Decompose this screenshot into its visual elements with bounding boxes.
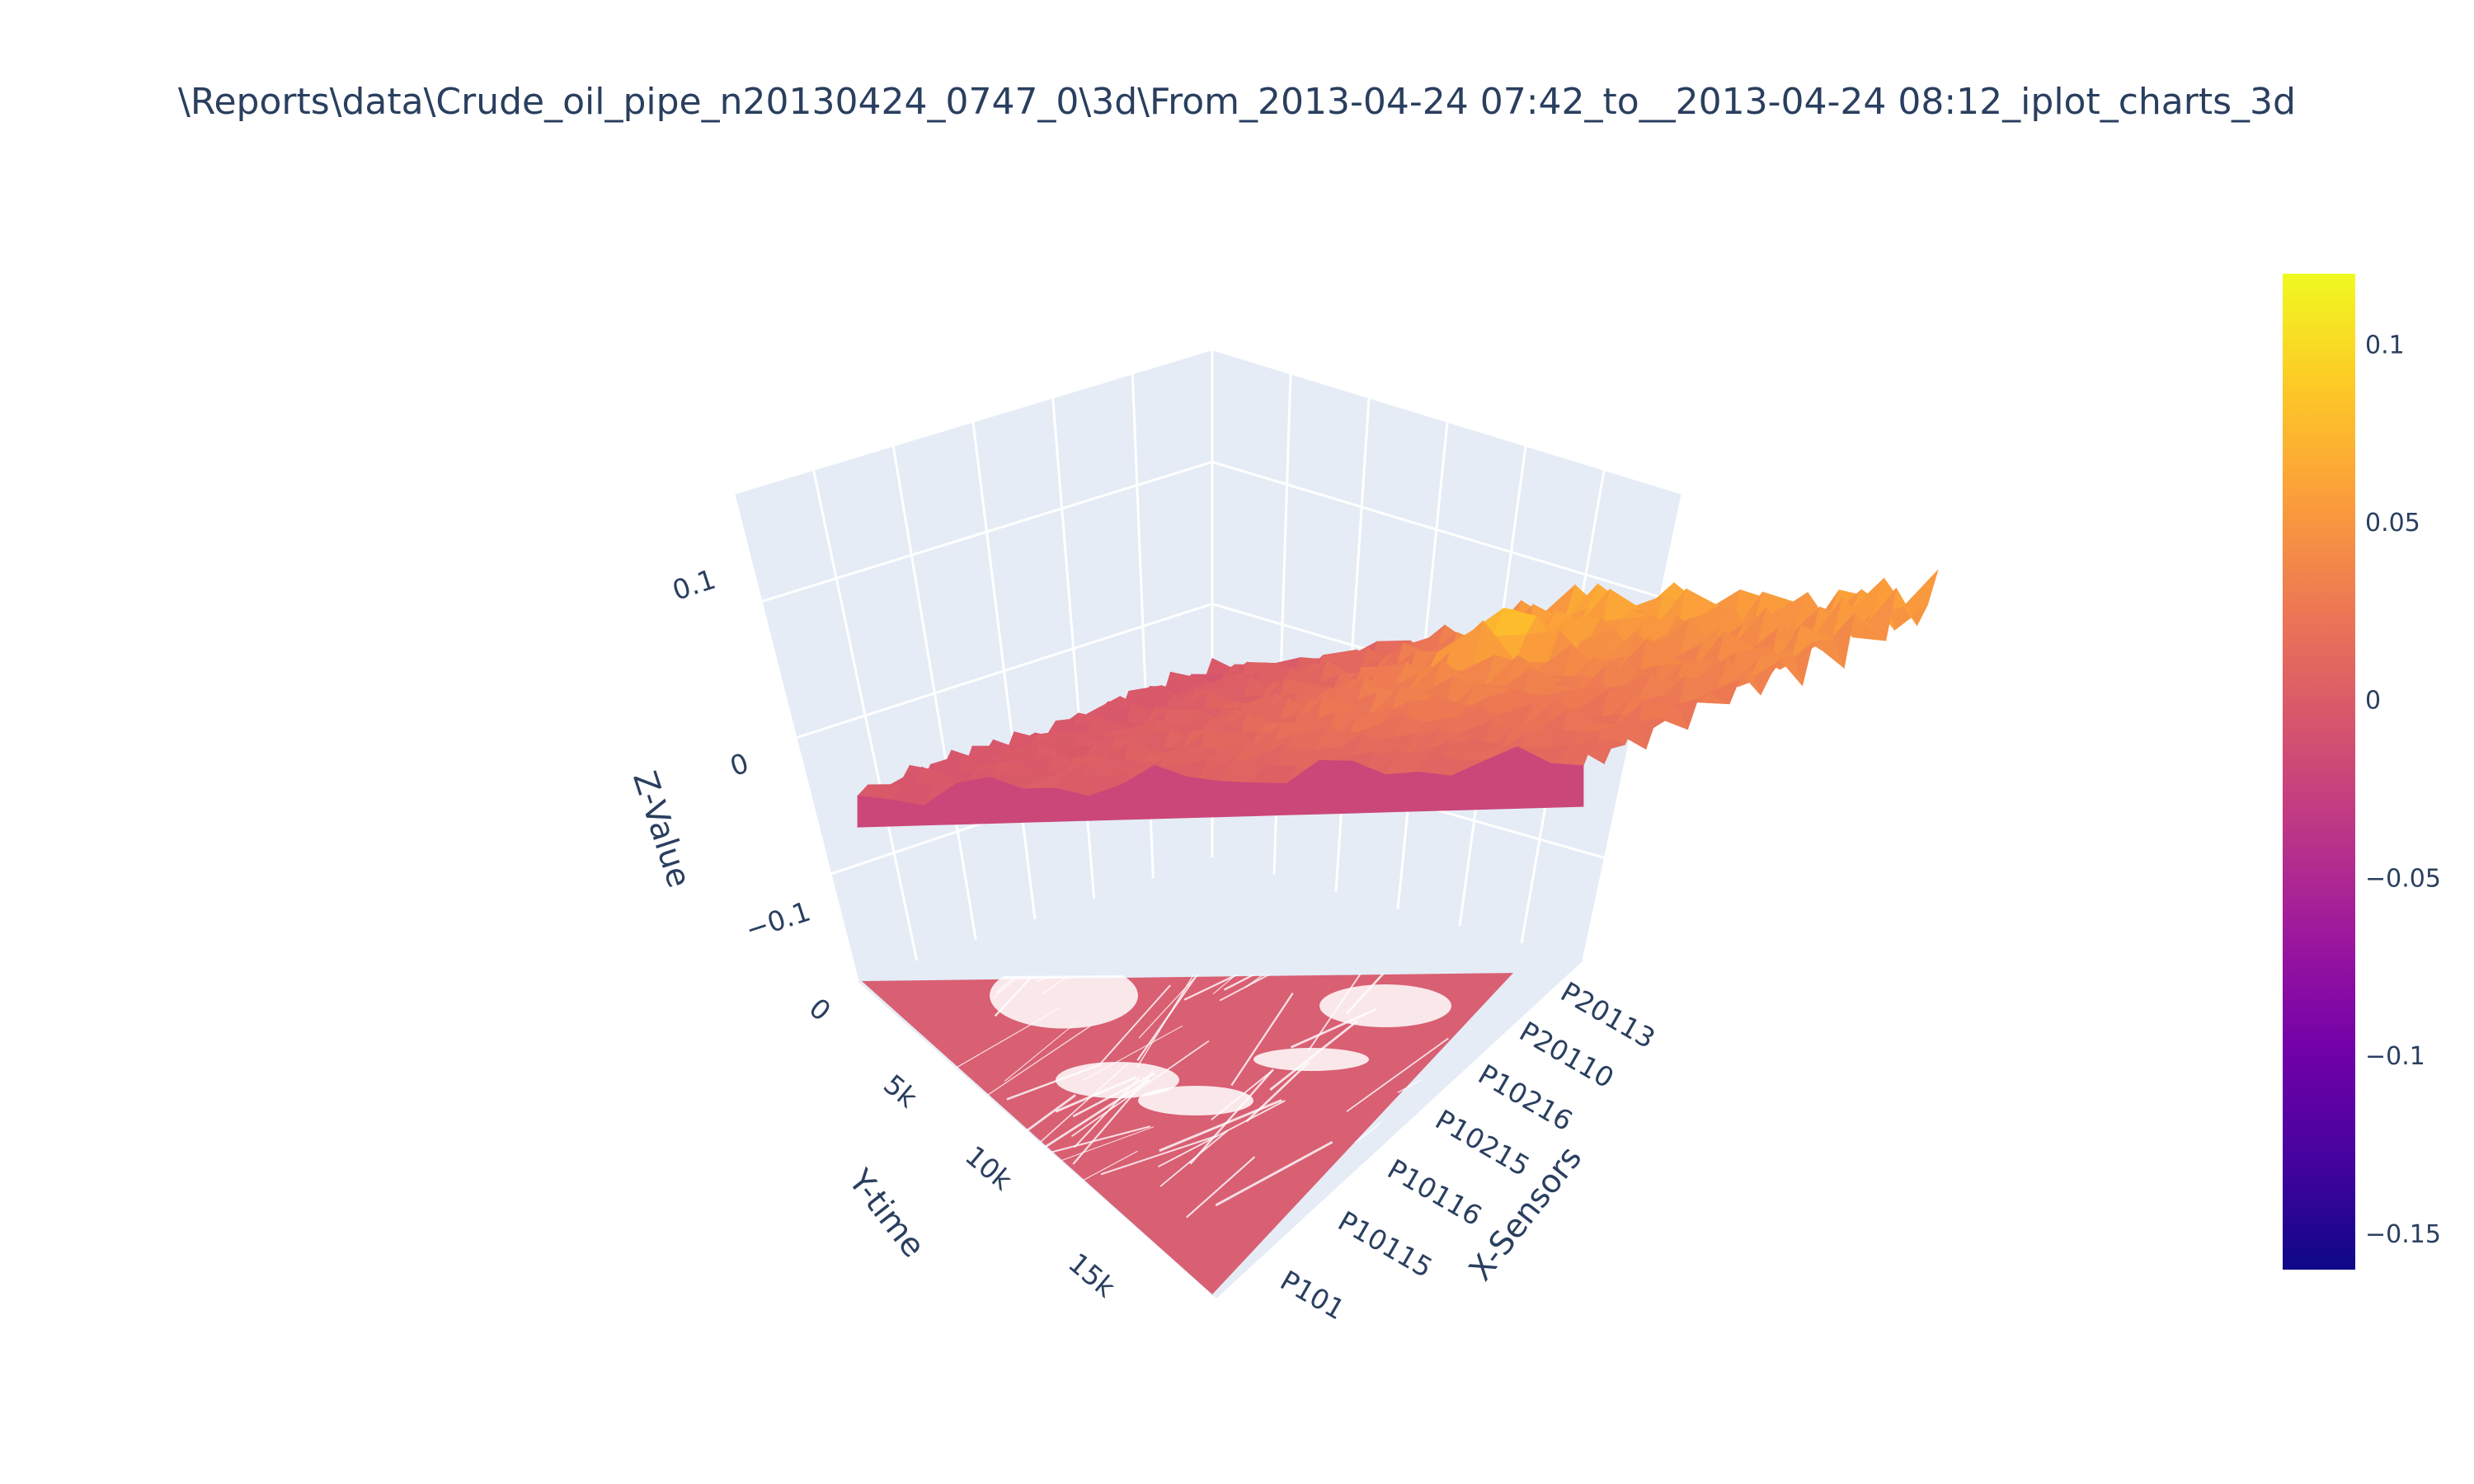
projection-streak	[1097, 984, 1171, 1068]
projection-streak	[1004, 1021, 1077, 1082]
chart-title: \Reports\data\Crude_oil_pipe_n20130424_0…	[178, 81, 2296, 123]
projection-streak	[1055, 1076, 1137, 1113]
floor-projection	[862, 973, 1522, 1294]
projection-streak	[1136, 973, 1204, 1061]
surface-skirt	[1385, 771, 1419, 813]
projection-streak	[1157, 1100, 1286, 1168]
surface-skirt	[1550, 763, 1584, 808]
projection-streak	[1186, 1156, 1256, 1219]
projection-streak	[1082, 1025, 1183, 1082]
z-tick-label: −0.1	[741, 895, 814, 946]
y-tick-label: 10k	[959, 1139, 1019, 1197]
projection-streak	[1346, 1037, 1449, 1112]
colorbar-tick-label: −0.05	[2365, 864, 2441, 893]
colorbar-tick-label: 0.05	[2365, 509, 2420, 538]
z-tick-label: 0	[726, 747, 752, 783]
projection-streak	[1269, 1020, 1358, 1091]
projection-streak	[1211, 1069, 1273, 1120]
projection-streak	[1290, 1007, 1377, 1049]
projection-gap	[990, 973, 1138, 1029]
surface-skirt	[857, 795, 891, 828]
surface-skirt	[1022, 787, 1056, 823]
projection-streak	[994, 973, 1083, 1017]
projection-streak	[1030, 1078, 1150, 1158]
projection-streak	[1215, 1140, 1333, 1207]
projection-gaps	[952, 973, 1522, 1220]
projection-streak	[1100, 1135, 1216, 1176]
y-axis-title: Y-time	[840, 1162, 932, 1265]
z-tick-label: 0.1	[669, 563, 720, 607]
x-tick-label: P10115	[1333, 1205, 1438, 1284]
projection-streak	[1223, 973, 1313, 991]
surface-skirt	[1418, 771, 1452, 812]
z-axis-title: Z-Value	[625, 767, 698, 892]
projection-streak	[1159, 1129, 1229, 1187]
projection-streak	[1212, 973, 1291, 995]
x-tick-label: P101	[1275, 1264, 1350, 1326]
projection-streak	[992, 973, 1061, 998]
gridline	[760, 460, 1213, 603]
y-tick-label: 15k	[1062, 1247, 1122, 1304]
colorbar-tick-label: −0.1	[2365, 1042, 2425, 1071]
colorbar-tick-label: 0	[2365, 687, 2381, 716]
surface-skirt	[1253, 782, 1287, 817]
projection-streak	[1230, 992, 1294, 1087]
projection-streak	[1245, 973, 1328, 988]
projection-streak	[1070, 1040, 1210, 1138]
projection-streak	[952, 1007, 1061, 1071]
x-tick-label: P10215	[1430, 1103, 1536, 1182]
x-tick-label: P10116	[1382, 1153, 1488, 1232]
gridline	[1211, 460, 1662, 599]
y-tick-label: 5k	[877, 1068, 924, 1114]
projection-gap	[1056, 1062, 1179, 1098]
projection-gap	[1253, 1048, 1369, 1071]
projection-streak	[1189, 1068, 1274, 1165]
projection-streak	[1345, 973, 1424, 1015]
colorbar: 0.1 0.05 0 −0.05 −0.1 −0.15	[2283, 274, 2441, 1270]
colorbar-tick-label: −0.15	[2365, 1220, 2441, 1249]
surface-skirt	[1187, 777, 1221, 819]
projection-streak	[1245, 1061, 1310, 1123]
projection-streak	[1071, 1150, 1138, 1187]
projection-streak	[1219, 973, 1357, 1002]
surface-skirt	[956, 777, 990, 825]
surface-mesh	[857, 570, 1939, 828]
colorbar-bar	[2283, 274, 2355, 1270]
colorbar-ticks: 0.1 0.05 0 −0.05 −0.1 −0.15	[2365, 331, 2441, 1249]
surface-skirt	[1319, 759, 1353, 815]
projection-streak	[1042, 973, 1186, 994]
back-wall-left	[734, 350, 1212, 981]
projection-streak	[1138, 973, 1219, 1039]
projection-gap	[1319, 984, 1451, 1027]
colorbar-tick-label: 0.1	[2365, 331, 2405, 359]
projection-streak	[995, 973, 1088, 994]
y-tick-label: 0	[803, 992, 837, 1027]
gridline	[795, 603, 1213, 740]
projection-streak	[1072, 1070, 1154, 1165]
surface-skirt	[1220, 781, 1254, 818]
projection-streak	[1183, 973, 1331, 1001]
projection-streak	[1072, 1072, 1156, 1118]
projection-streak	[1006, 1064, 1098, 1101]
wall-gridlines	[732, 350, 1684, 982]
